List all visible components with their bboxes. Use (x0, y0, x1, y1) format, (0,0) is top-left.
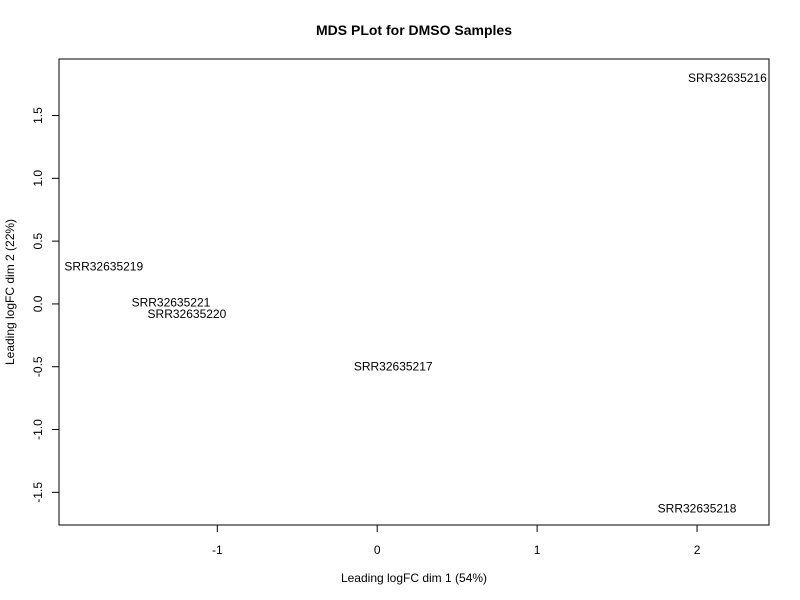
x-tick-label: 2 (694, 543, 701, 557)
x-axis-label: Leading logFC dim 1 (54%) (341, 571, 487, 585)
y-tick-label: -1.5 (31, 482, 45, 503)
x-tick-label: 0 (374, 543, 381, 557)
point-label: SRR32635220 (148, 307, 227, 321)
y-tick-label: 0.0 (31, 295, 45, 312)
y-tick-label: 1.5 (31, 107, 45, 124)
y-axis-label: Leading logFC dim 2 (22%) (3, 219, 17, 365)
y-tick-label: -1.0 (31, 419, 45, 440)
x-tick-label: 1 (534, 543, 541, 557)
x-axis: -1 0 1 2 (212, 524, 701, 557)
y-axis: -1.5 -1.0 -0.5 0.0 0.5 1.0 1.5 (31, 107, 60, 503)
chart-title: MDS PLot for DMSO Samples (316, 22, 512, 38)
y-tick-label: -0.5 (31, 356, 45, 377)
point-label: SRR32635217 (354, 360, 433, 374)
point-label: SRR32635218 (658, 502, 737, 516)
point-label: SRR32635216 (688, 71, 767, 85)
point-labels: SRR32635216SRR32635219SRR32635221SRR3263… (64, 71, 767, 516)
y-tick-label: 0.5 (31, 232, 45, 249)
x-tick-label: -1 (212, 543, 223, 557)
y-tick-label: 1.0 (31, 170, 45, 187)
point-label: SRR32635221 (132, 296, 211, 310)
plot-frame (58, 58, 770, 526)
point-label: SRR32635219 (64, 259, 143, 273)
